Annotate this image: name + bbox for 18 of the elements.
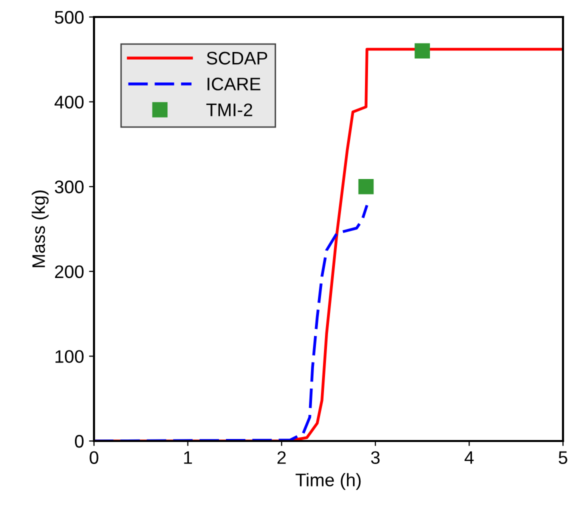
x-tick-label: 0 — [90, 451, 98, 464]
y-tick-label: 200 — [55, 265, 84, 278]
x-tick-label: 5 — [558, 451, 568, 464]
y-axis-title: Mass (kg) — [32, 190, 49, 268]
y-tick-label: 300 — [54, 180, 84, 194]
x-tick-label: 1 — [184, 451, 192, 464]
legend-label: SCDAP — [206, 52, 268, 65]
x-axis-title: Time (h) — [296, 473, 361, 490]
y-tick-label: 400 — [54, 96, 84, 109]
line-series — [94, 204, 368, 441]
legend-label: ICARE — [208, 78, 260, 90]
y-tick-label: 100 — [56, 350, 84, 363]
legend-label: TMI-2 — [206, 104, 252, 116]
x-tick-label: 4 — [464, 451, 474, 464]
x-tick-label: 3 — [371, 451, 380, 464]
y-tick-label: 500 — [54, 10, 84, 24]
y-tick-label: 0 — [74, 434, 84, 448]
x-tick-label: 2 — [277, 451, 286, 464]
